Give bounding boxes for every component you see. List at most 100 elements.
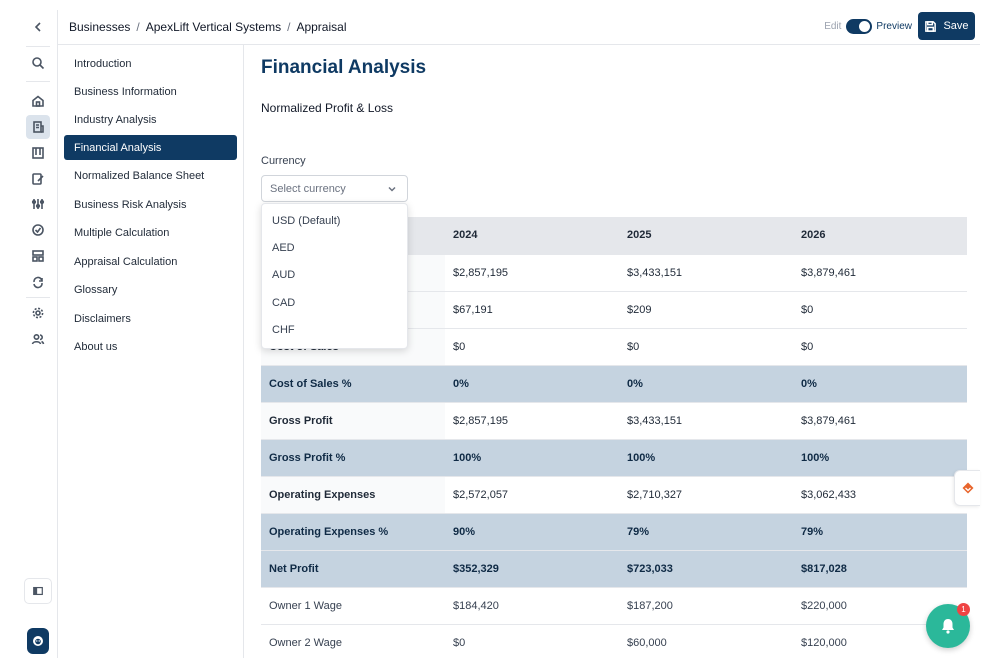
app-logo[interactable] [27, 628, 49, 654]
currency-option[interactable]: USD (Default) [272, 214, 341, 227]
table-cell: 100% [445, 439, 619, 477]
table-cell: 0% [793, 365, 967, 403]
currency-option[interactable]: CAD [272, 296, 296, 309]
row-label: Owner 2 Wage [261, 624, 445, 658]
currency-option[interactable]: CHF [272, 323, 295, 336]
top-bar: Businesses / ApexLift Vertical Systems /… [58, 10, 980, 45]
edit-label: Edit [824, 20, 842, 32]
breadcrumb-item-business[interactable]: ApexLift Vertical Systems [145, 20, 282, 34]
panel-icon [33, 586, 43, 596]
bell-icon [942, 619, 954, 634]
side-widget-tab[interactable] [954, 470, 980, 506]
save-icon [925, 20, 937, 32]
currency-placeholder: Select currency [270, 182, 346, 195]
table-cell: $187,200 [619, 587, 793, 625]
nav-item-about-us[interactable]: About us [74, 340, 118, 353]
nav-item-disclaimers[interactable]: Disclaimers [74, 312, 131, 325]
nav-item-industry-analysis[interactable]: Industry Analysis [74, 113, 157, 126]
table-cell: $2,572,057 [445, 476, 619, 514]
logo-icon [33, 636, 43, 646]
layout-icon[interactable] [26, 244, 50, 268]
table-cell: $0 [793, 328, 967, 366]
row-label: Gross Profit % [261, 439, 445, 477]
currency-option[interactable]: AED [272, 241, 295, 254]
users-icon[interactable] [26, 327, 50, 351]
row-label: Operating Expenses % [261, 513, 445, 551]
notification-count-badge: 1 [957, 603, 970, 616]
table-cell: $184,420 [445, 587, 619, 625]
table-cell: $3,879,461 [793, 402, 967, 440]
nav-item-financial-analysis[interactable]: Financial Analysis [64, 135, 237, 160]
table-cell: $3,062,433 [793, 476, 967, 514]
table-cell: 100% [619, 439, 793, 477]
page-title: Financial Analysis [261, 57, 427, 78]
row-label: Gross Profit [261, 402, 445, 440]
table-cell: $60,000 [619, 624, 793, 658]
rail-divider [26, 297, 50, 298]
table-cell: $2,857,195 [445, 402, 619, 440]
gear-icon[interactable] [26, 301, 50, 325]
sliders-icon[interactable] [26, 192, 50, 216]
row-label: Operating Expenses [261, 476, 445, 514]
panel-toggle-button[interactable] [24, 578, 52, 604]
table-cell: $2,857,195 [445, 254, 619, 292]
home-icon[interactable] [26, 89, 50, 113]
table-header-cell: 2025 [619, 217, 793, 255]
table-row: Net Profit $352,329 $723,033 $817,028 [261, 550, 967, 588]
nav-item-multiple-calculation[interactable]: Multiple Calculation [74, 226, 170, 239]
table-cell: 0% [445, 365, 619, 403]
currency-option[interactable]: AUD [272, 269, 296, 282]
table-row: Gross Profit $2,857,195 $3,433,151 $3,879,4… [261, 402, 967, 440]
nav-item-business-risk-analysis[interactable]: Business Risk Analysis [74, 198, 187, 211]
table-cell: 79% [619, 513, 793, 551]
table-cell: $3,433,151 [619, 254, 793, 292]
breadcrumb-item-businesses[interactable]: Businesses [69, 20, 131, 34]
search-icon[interactable] [26, 51, 50, 75]
table-cell: $2,710,327 [619, 476, 793, 514]
table-cell: $3,879,461 [793, 254, 967, 292]
breadcrumb-separator: / [287, 20, 291, 34]
table-cell: $723,033 [619, 550, 793, 588]
table-cell: 79% [793, 513, 967, 551]
building-icon[interactable] [26, 115, 50, 139]
rail-divider [26, 81, 50, 82]
table-cell: 90% [445, 513, 619, 551]
table-header-cell: 2024 [445, 217, 619, 255]
table-row: Operating Expenses % 90% 79% 79% [261, 513, 967, 551]
table-cell: $352,329 [445, 550, 619, 588]
widget-logo-icon [962, 482, 973, 494]
currency-label: Currency [261, 155, 306, 167]
table-cell: $0 [445, 328, 619, 366]
preview-label: Preview [876, 20, 912, 32]
row-label: Net Profit [261, 550, 445, 588]
table-row: Operating Expenses $2,572,057 $2,710,327 $3… [261, 476, 967, 514]
table-row: Owner 1 Wage $184,420 $187,200 $220,000 [261, 587, 967, 625]
check-circle-icon[interactable] [26, 218, 50, 242]
edit-note-icon[interactable] [26, 167, 50, 191]
currency-select[interactable]: Select currency [261, 175, 408, 202]
table-cell: $209 [619, 291, 793, 329]
nav-item-introduction[interactable]: Introduction [74, 57, 132, 70]
breadcrumb: Businesses / ApexLift Vertical Systems /… [69, 20, 346, 34]
nav-item-appraisal-calculation[interactable]: Appraisal Calculation [74, 255, 178, 268]
table-cell: $0 [793, 291, 967, 329]
breadcrumb-separator: / [136, 20, 140, 34]
table-row: Gross Profit % 100% 100% 100% [261, 439, 967, 477]
table-row: Cost of Sales % 0% 0% 0% [261, 365, 967, 403]
table-cell: 100% [793, 439, 967, 477]
save-label: Save [943, 20, 969, 32]
nav-item-normalized-balance-sheet[interactable]: Normalized Balance Sheet [74, 169, 205, 182]
board-icon[interactable] [26, 141, 50, 165]
breadcrumb-item-current: Appraisal [296, 20, 347, 34]
edit-preview-toggle[interactable] [846, 18, 873, 34]
table-row: Owner 2 Wage $0 $60,000 $120,000 [261, 624, 967, 658]
table-cell: $67,191 [445, 291, 619, 329]
row-label: Cost of Sales % [261, 365, 445, 403]
nav-item-glossary[interactable]: Glossary [74, 283, 118, 296]
table-cell: $817,028 [793, 550, 967, 588]
save-button[interactable]: Save [918, 12, 975, 40]
icon-rail [22, 10, 58, 658]
collapse-chevron-icon[interactable] [26, 15, 50, 39]
refresh-icon[interactable] [26, 270, 50, 294]
nav-item-business-information[interactable]: Business Information [74, 85, 177, 98]
